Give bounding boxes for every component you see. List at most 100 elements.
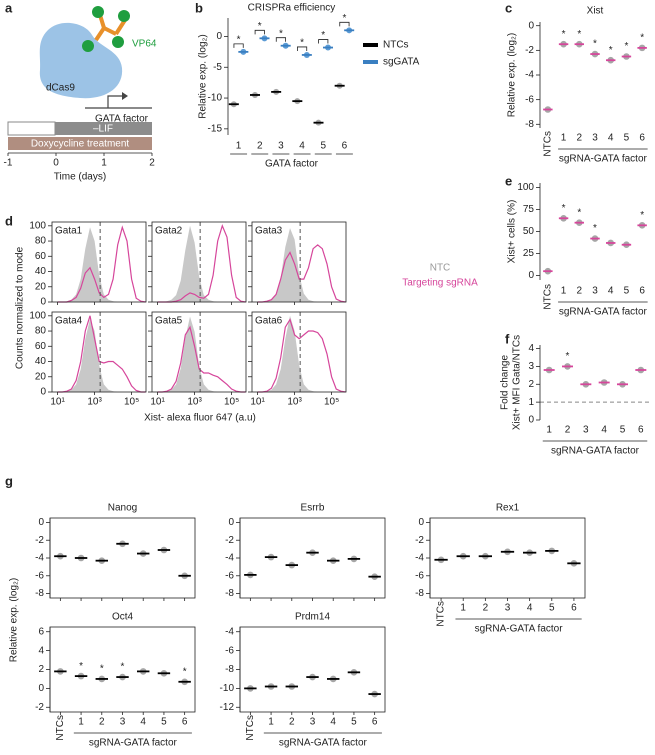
treatment-bar bbox=[8, 137, 152, 150]
legend-label: NTCs bbox=[383, 40, 409, 51]
y-axis-label: Counts normalized to mode bbox=[15, 246, 26, 369]
effector-label: VP64 bbox=[132, 39, 157, 50]
y-tick-label: 0 bbox=[528, 270, 534, 281]
panel-letter: a bbox=[5, 0, 13, 15]
x-tick-label: 10¹ bbox=[50, 397, 65, 408]
panel-title: Gata6 bbox=[255, 316, 283, 327]
x-tick-label: 2 bbox=[577, 286, 583, 297]
panel-title: Esrrb bbox=[301, 503, 325, 514]
x-tick-label: 2 bbox=[289, 717, 295, 728]
x-tick-label: 1 bbox=[561, 133, 567, 144]
x-axis-label: sgRNA-GATA factor bbox=[559, 307, 648, 318]
x-tick-label: 1 bbox=[546, 425, 552, 436]
panel-letter: e bbox=[505, 173, 512, 188]
y-tick-label: 4 bbox=[528, 343, 534, 354]
x-axis-label: Xist- alexa fluor 647 (a.u) bbox=[144, 413, 256, 424]
x-tick-label: 3 bbox=[583, 425, 589, 436]
significance: * bbox=[300, 38, 304, 49]
y-tick-label: 0 bbox=[418, 517, 424, 528]
x-axis-label: sgRNA-GATA factor bbox=[89, 738, 178, 749]
bracket bbox=[297, 46, 308, 51]
target-curve bbox=[57, 225, 146, 303]
x-tick-label: 6 bbox=[571, 603, 577, 614]
x-tick-label: 5 bbox=[624, 286, 630, 297]
panel-title: Gata1 bbox=[55, 226, 83, 237]
y-tick-label: -6 bbox=[225, 570, 234, 581]
y-tick-label: -12 bbox=[220, 702, 235, 713]
x-tick-label: 3 bbox=[278, 141, 284, 152]
y-tick-label: -4 bbox=[35, 553, 44, 564]
x-tick-label: 10³ bbox=[287, 397, 302, 408]
y-tick-label: -8 bbox=[525, 119, 534, 130]
y-tick-label: -6 bbox=[525, 94, 534, 105]
panel-border bbox=[51, 311, 147, 393]
y-tick-label: 0 bbox=[40, 297, 46, 308]
x-tick-label: 10³ bbox=[187, 397, 202, 408]
y-tick-label: 0 bbox=[216, 31, 222, 42]
significance: * bbox=[183, 666, 187, 677]
y-tick-label: 4 bbox=[38, 645, 44, 656]
y-tick-label: -15 bbox=[208, 123, 223, 134]
x-tick-label: 10¹ bbox=[150, 397, 165, 408]
panel-title: Prdm14 bbox=[295, 612, 330, 623]
significance: * bbox=[577, 207, 581, 218]
condition-label: –LIF bbox=[93, 124, 113, 135]
y-tick-label: -5 bbox=[213, 62, 222, 73]
significance: * bbox=[237, 35, 241, 46]
y-tick-label: 0 bbox=[528, 415, 534, 426]
y-axis-label: Xist+ cells (%) bbox=[507, 200, 518, 264]
significance: * bbox=[258, 21, 262, 32]
x-tick-label: 4 bbox=[608, 286, 614, 297]
x-tick-label: 10⁵ bbox=[124, 397, 139, 408]
legend-label: sgGATA bbox=[383, 57, 420, 68]
y-tick-label: 50 bbox=[523, 226, 535, 237]
panel-a: a VP64 dCas9 GATA factor –LIF Doxycyclin… bbox=[5, 0, 157, 182]
y-tick-label: -4 bbox=[225, 626, 234, 637]
panel-letter: c bbox=[505, 0, 512, 15]
target-curve bbox=[57, 315, 146, 393]
x-tick-label: 4 bbox=[601, 425, 607, 436]
y-axis-label: Relative exp. (log₂) bbox=[198, 34, 209, 118]
y-tick-label: -2 bbox=[415, 535, 424, 546]
panel-title: Gata3 bbox=[255, 226, 283, 237]
y-tick-label: 1 bbox=[528, 397, 534, 408]
panel-border bbox=[151, 311, 247, 393]
x-tick-label: 1 bbox=[268, 717, 274, 728]
panel-title: Gata4 bbox=[55, 316, 83, 327]
protein-label: dCas9 bbox=[46, 83, 75, 94]
timeline-x-label: Time (days) bbox=[54, 172, 106, 183]
significance: * bbox=[100, 664, 104, 675]
ntc-area bbox=[57, 227, 146, 302]
y-tick-label: 40 bbox=[35, 266, 47, 277]
x-tick-label: 2 bbox=[257, 141, 263, 152]
x-tick-label: 1 bbox=[460, 603, 466, 614]
x-tick-label: NTCs bbox=[542, 284, 553, 310]
condition-bar bbox=[55, 122, 152, 135]
y-tick-label: 60 bbox=[35, 251, 47, 262]
ntc-area bbox=[57, 318, 146, 392]
x-axis-label: sgRNA-GATA factor bbox=[559, 154, 648, 165]
treatment-label: Doxycycline treatment bbox=[31, 139, 130, 150]
x-tick-label: 2 bbox=[483, 603, 489, 614]
ntc-area bbox=[157, 316, 246, 392]
panel-border bbox=[429, 517, 586, 599]
panel-title: Rex1 bbox=[496, 503, 520, 514]
y-tick-label: -6 bbox=[35, 570, 44, 581]
x-tick-label: 1 bbox=[561, 286, 567, 297]
panel-letter: g bbox=[5, 473, 13, 488]
panel-border bbox=[239, 517, 386, 599]
y-tick-label: 0 bbox=[38, 517, 44, 528]
x-axis-label: GATA factor bbox=[265, 159, 319, 170]
x-tick-label: 3 bbox=[310, 717, 316, 728]
gene-label: GATA factor bbox=[95, 114, 149, 125]
y-axis-label: Relative exp. (log₂) bbox=[507, 33, 518, 117]
x-tick-label: 2 bbox=[99, 717, 105, 728]
x-tick-label: 10⁵ bbox=[224, 397, 239, 408]
bracket bbox=[339, 21, 350, 27]
x-tick-label: 5 bbox=[161, 717, 167, 728]
y-tick-label: 0 bbox=[228, 517, 234, 528]
legend-label: Targeting sgRNA bbox=[402, 278, 478, 289]
panel-border bbox=[49, 517, 196, 599]
y-tick-label: 75 bbox=[523, 204, 535, 215]
